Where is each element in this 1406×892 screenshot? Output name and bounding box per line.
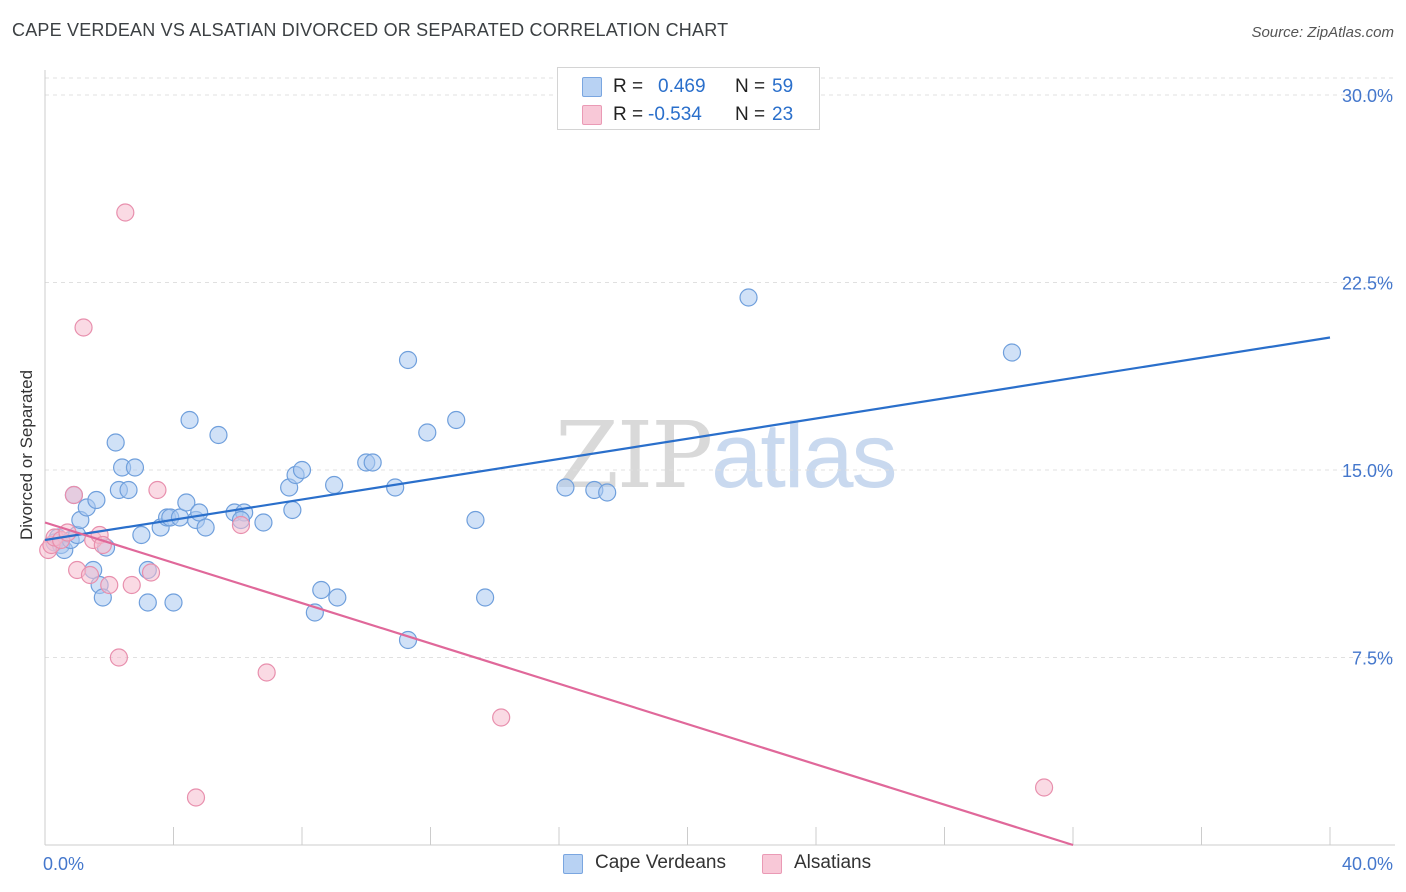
alsatian-point bbox=[257, 663, 276, 682]
cape-verdean-point bbox=[106, 433, 125, 452]
alsatian-point bbox=[80, 565, 100, 585]
legend-swatch-blue bbox=[563, 854, 583, 874]
alsatian-point bbox=[100, 575, 119, 595]
cape-verdean-point bbox=[164, 593, 183, 612]
cape-verdean-point bbox=[325, 475, 344, 495]
cape-verdean-point bbox=[386, 478, 405, 497]
cape-verdean-point bbox=[283, 500, 302, 520]
stats-legend: R = 0.469 N = 59 R = -0.534 N = 23 bbox=[557, 67, 820, 130]
y-tick-label: 7.5% bbox=[1352, 649, 1393, 669]
alsatian-point bbox=[64, 485, 84, 505]
y-tick-label: 22.5% bbox=[1342, 274, 1393, 294]
legend-label: Cape Verdeans bbox=[595, 852, 726, 873]
cape-verdean-point bbox=[125, 458, 145, 477]
cape-verdean-point bbox=[598, 483, 617, 502]
cape-verdean-point bbox=[466, 510, 485, 530]
alsatian-point bbox=[116, 203, 135, 222]
alsatian-point bbox=[122, 575, 141, 595]
legend-r-label: R = bbox=[613, 76, 644, 97]
alsatian-trend-line bbox=[44, 521, 1074, 847]
cape-verdean-point bbox=[556, 478, 575, 497]
legend-n-value: 23 bbox=[772, 104, 794, 125]
legend-n-value: 59 bbox=[772, 76, 794, 97]
cape-verdean-point bbox=[312, 580, 331, 600]
watermark-atlas: atlas bbox=[711, 405, 897, 507]
alsatian-point bbox=[231, 515, 251, 535]
cape-verdean-point bbox=[739, 288, 758, 307]
alsatian-point bbox=[109, 648, 128, 667]
cape-verdean-point bbox=[476, 588, 495, 607]
cape-verdean-point bbox=[254, 513, 273, 532]
cape-verdean-point bbox=[209, 425, 228, 445]
chart-title: CAPE VERDEAN VS ALSATIAN DIVORCED OR SEP… bbox=[12, 20, 729, 40]
cape-verdean-trend-line bbox=[44, 336, 1331, 542]
legend-n-label: N = bbox=[735, 76, 766, 97]
legend-r-value: 0.469 bbox=[658, 76, 706, 97]
cape-verdean-point bbox=[292, 460, 312, 480]
legend-swatch-pink bbox=[582, 105, 602, 125]
y-tick-label: 15.0% bbox=[1342, 461, 1393, 481]
alsatian-point bbox=[74, 318, 93, 337]
alsatian-point bbox=[1034, 778, 1054, 797]
alsatian-point bbox=[148, 480, 167, 500]
source-credit: Source: ZipAtlas.com bbox=[1251, 24, 1394, 41]
legend-r-value: -0.534 bbox=[648, 104, 702, 125]
cape-verdean-point bbox=[132, 525, 151, 545]
cape-verdean-point bbox=[138, 593, 157, 612]
cape-verdean-point bbox=[177, 493, 196, 512]
alsatian-point bbox=[492, 708, 511, 727]
alsatian-point bbox=[186, 788, 206, 807]
legend-swatch-blue bbox=[582, 77, 602, 97]
x-tick-label: 40.0% bbox=[1342, 854, 1393, 874]
cape-verdean-point bbox=[447, 410, 466, 430]
alsatian-point bbox=[141, 563, 161, 582]
cape-verdean-point bbox=[398, 350, 418, 370]
cape-verdean-point bbox=[418, 423, 437, 442]
y-tick-label: 30.0% bbox=[1342, 86, 1393, 106]
cape-verdean-point bbox=[1002, 343, 1022, 362]
legend-n-label: N = bbox=[735, 104, 766, 125]
cape-verdean-point bbox=[328, 588, 347, 607]
cape-verdean-point bbox=[87, 490, 106, 510]
legend-swatch-pink bbox=[762, 854, 782, 874]
alsatian-point bbox=[93, 535, 112, 555]
legend-r-label: R = bbox=[613, 104, 644, 125]
cape-verdean-point bbox=[363, 453, 382, 472]
cape-verdean-point bbox=[180, 410, 199, 430]
cape-verdean-point bbox=[196, 518, 215, 537]
x-tick-label: 0.0% bbox=[43, 854, 84, 874]
cape-verdean-point bbox=[119, 480, 138, 500]
legend-label: Alsatians bbox=[794, 852, 872, 873]
